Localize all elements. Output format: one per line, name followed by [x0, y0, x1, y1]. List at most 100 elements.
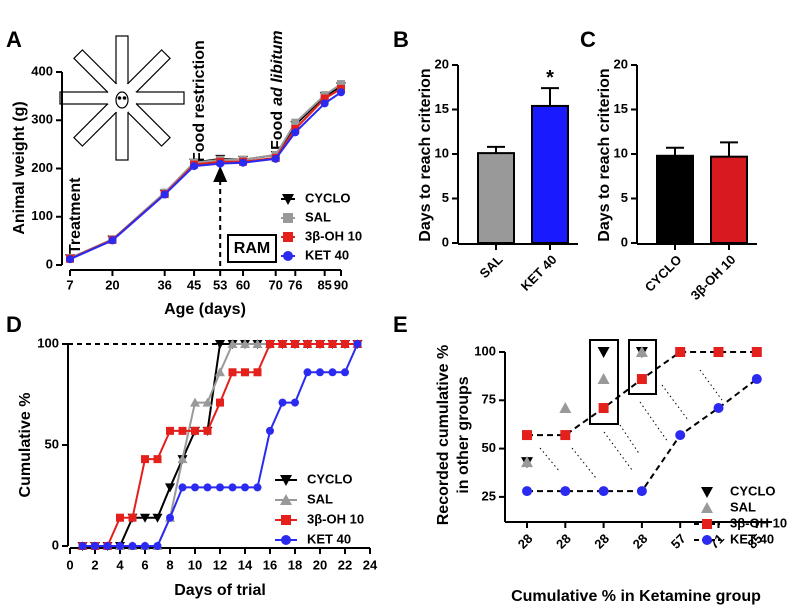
marker — [166, 513, 174, 522]
marker — [282, 194, 294, 205]
annotation: Food ad libitum — [269, 30, 286, 150]
x-tick-label: 22 — [338, 557, 352, 572]
x-tick-label: 28 — [591, 531, 612, 552]
marker — [160, 190, 169, 199]
x-tick-label: 57 — [668, 531, 689, 552]
y-tick-label: 25 — [482, 488, 496, 503]
marker — [283, 213, 293, 223]
marker — [636, 486, 647, 497]
marker — [271, 154, 280, 163]
y-tick-label: 15 — [435, 101, 449, 116]
y-tick-label: 20 — [614, 56, 628, 71]
panel-letter: E — [393, 312, 408, 337]
panel-letter: B — [393, 27, 409, 52]
x-axis-title: Age (days) — [164, 301, 246, 318]
marker — [521, 456, 533, 468]
marker — [216, 159, 225, 168]
legend-label: CYCLO — [305, 190, 351, 205]
marker — [598, 403, 609, 414]
marker — [291, 340, 299, 348]
marker — [341, 340, 349, 348]
marker — [191, 483, 199, 492]
x-tick-label: 36 — [157, 277, 171, 292]
marker — [266, 426, 274, 435]
x-tick-label: CYCLO — [642, 252, 685, 295]
hatch-line — [603, 431, 633, 471]
marker — [177, 454, 188, 464]
marker — [702, 519, 712, 529]
legend-label: SAL — [307, 491, 333, 506]
marker — [215, 367, 225, 377]
marker — [78, 542, 87, 550]
y-tick-label: 20 — [435, 56, 449, 71]
marker — [241, 483, 249, 492]
marker — [316, 368, 324, 377]
marker — [303, 368, 312, 377]
marker — [228, 368, 237, 377]
bar — [531, 104, 569, 244]
x-tick-label: 90 — [334, 277, 348, 292]
marker — [215, 340, 225, 349]
x-tick-label: 45 — [187, 277, 201, 292]
marker — [751, 347, 762, 357]
x-tick-label: 14 — [238, 557, 253, 572]
marker — [702, 535, 712, 545]
marker — [266, 340, 274, 348]
x-tick-label: 53 — [213, 277, 227, 292]
marker — [128, 513, 137, 522]
y-tick-label: 75 — [482, 392, 496, 407]
marker — [252, 339, 263, 348]
marker — [141, 542, 149, 550]
marker — [141, 455, 149, 464]
marker — [227, 339, 238, 348]
series-line — [69, 91, 342, 261]
x-tick-label: 7 — [66, 277, 73, 292]
marker — [152, 513, 163, 523]
marker — [701, 487, 713, 498]
marker — [280, 494, 292, 505]
marker — [166, 426, 174, 435]
x-tick-label: 28 — [630, 531, 651, 552]
panel-letter: C — [580, 27, 596, 52]
marker — [116, 513, 124, 522]
marker — [337, 80, 345, 89]
marker — [128, 542, 137, 550]
x-tick-label: 20 — [105, 277, 119, 292]
hatch-line — [661, 384, 689, 421]
panel-letter: D — [6, 312, 22, 337]
x-tick-label: KET 40 — [518, 252, 560, 294]
radial-maze-icon — [59, 35, 185, 161]
legend-label: CYCLO — [730, 483, 776, 498]
y-axis-title: Cumulative % — [17, 393, 34, 498]
x-tick-label: 6 — [141, 557, 148, 572]
y-tick-label: 0 — [46, 256, 53, 271]
y-tick-label: 10 — [435, 145, 449, 160]
maze-arm — [115, 109, 129, 161]
marker — [291, 398, 299, 407]
marker — [153, 542, 162, 550]
y-axis-title: Days to reach criterion — [596, 68, 613, 241]
marker — [165, 483, 175, 493]
annotation-part: ad libitum — [269, 30, 286, 106]
marker — [240, 339, 250, 348]
x-axis-title: Cumulative % in Ketamine group — [511, 588, 761, 605]
maze-arm — [73, 101, 119, 147]
y-tick-label: 5 — [621, 190, 628, 205]
marker — [103, 542, 112, 550]
x-tick-label: 24 — [363, 557, 378, 572]
x-tick-label: 12 — [213, 557, 227, 572]
marker — [281, 515, 291, 525]
marker — [636, 374, 647, 385]
marker — [191, 426, 199, 435]
marker — [203, 483, 212, 492]
marker — [597, 373, 610, 385]
marker — [560, 486, 571, 497]
significance: * — [546, 67, 554, 89]
marker — [303, 340, 312, 348]
legend-label: SAL — [730, 499, 756, 514]
marker — [239, 158, 248, 167]
y-tick-label: 50 — [482, 440, 496, 455]
marker — [153, 455, 162, 464]
y-axis-title: Animal weight (g) — [11, 101, 28, 234]
